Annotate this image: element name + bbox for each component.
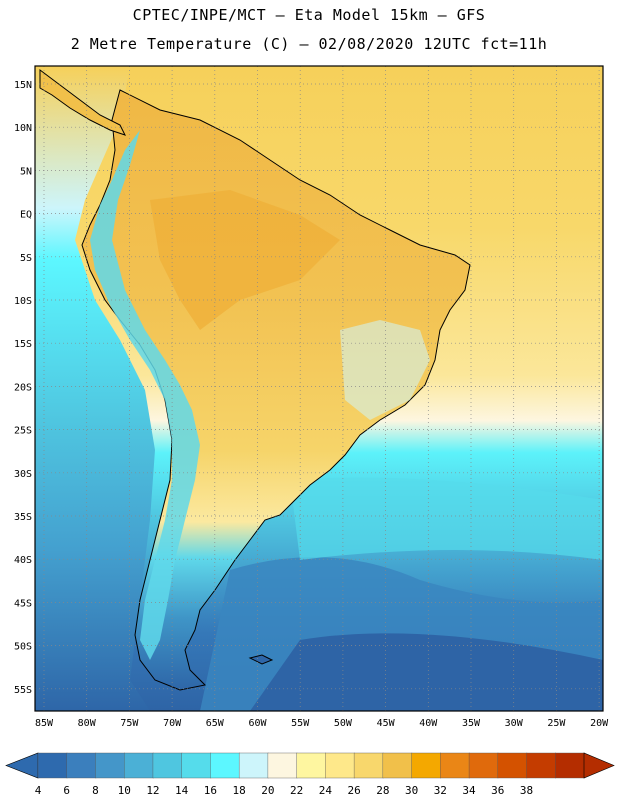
colorbar-label: 32: [434, 784, 447, 797]
lat-tick-label: 10S: [14, 296, 32, 307]
colorbar-label: 30: [405, 784, 418, 797]
longitude-labels: 85W 80W 75W 70W 65W 60W 55W 50W 45W 40W 35W 30W 25W 2…: [35, 718, 609, 729]
lat-tick-label: 50S: [14, 642, 32, 653]
colorbar-label: 20: [261, 784, 274, 797]
colorbar-swatch: [555, 752, 585, 779]
colorbar-swatch: [353, 752, 384, 779]
colorbar-swatch: [152, 752, 183, 779]
lat-tick-label: EQ: [20, 210, 32, 221]
lon-tick-label: 55W: [291, 718, 310, 729]
colorbar-swatch: [382, 752, 413, 779]
colorbar-swatch: [468, 752, 499, 779]
lon-tick-label: 75W: [120, 718, 139, 729]
colorbar-label: 34: [462, 784, 476, 797]
lon-tick-label: 70W: [163, 718, 182, 729]
colorbar-label: 8: [92, 784, 99, 797]
highlands-cool-patch: [340, 320, 430, 420]
lon-tick-label: 80W: [78, 718, 97, 729]
lon-tick-label: 20W: [590, 718, 609, 729]
colorbar-labels: 4 6 8 10 12 14 16 18 20 22 24 26 28 30 32 34 36 38: [35, 784, 533, 797]
colorbar-label: 38: [520, 784, 533, 797]
colorbar-label: 28: [376, 784, 389, 797]
lat-tick-label: 55S: [14, 685, 32, 696]
colorbar-swatch: [124, 752, 154, 779]
cool-water-band: [290, 477, 603, 560]
colorbar-swatch: [95, 752, 125, 779]
colorbar-swatch: [66, 752, 97, 779]
amazon-hot-zone: [150, 190, 340, 330]
map-frame: [34, 65, 604, 712]
colorbar-label: 18: [233, 784, 246, 797]
colorbar-swatch: [497, 752, 528, 779]
colorbar-swatch: [238, 752, 269, 779]
lat-tick-label: 15N: [14, 80, 32, 91]
title-line-1: CPTEC/INPE/MCT – Eta Model 15km – GFS: [132, 6, 486, 24]
colorbar: [5, 752, 615, 779]
lon-tick-label: 50W: [334, 718, 353, 729]
falkland-islands: [248, 654, 274, 665]
colorbar-label: 4: [35, 784, 42, 797]
colorbar-label: 26: [347, 784, 360, 797]
coldest-water-band: [250, 633, 603, 711]
andes-cool-strip: [90, 130, 200, 660]
central-america-landmass: [39, 69, 126, 136]
lat-tick-label: 5S: [20, 253, 32, 264]
pacific-ocean-field: [35, 66, 155, 711]
lat-tick-label: 40S: [14, 555, 32, 566]
colorbar-label: 36: [491, 784, 504, 797]
colorbar-label: 22: [290, 784, 303, 797]
lat-tick-label: 25S: [14, 426, 32, 437]
colorbar-swatch: [181, 752, 212, 779]
colorbar-label: 14: [175, 784, 189, 797]
lat-tick-label: 5N: [20, 166, 32, 177]
lon-tick-label: 45W: [377, 718, 396, 729]
colorbar-label: 12: [146, 784, 159, 797]
colorbar-label: 24: [319, 784, 333, 797]
lon-tick-label: 25W: [547, 718, 566, 729]
lat-tick-label: 30S: [14, 469, 32, 480]
colorbar-label: 6: [63, 784, 70, 797]
lat-tick-label: 45S: [14, 598, 32, 609]
colorbar-swatch: [210, 752, 240, 779]
latitude-labels: 15N 10N 5N EQ 5S 10S 15S 20S 25S 30S 35S 40S 45S 50S 5…: [14, 80, 32, 696]
colorbar-label: 16: [204, 784, 217, 797]
colorbar-label: 10: [118, 784, 131, 797]
colorbar-swatch: [526, 752, 556, 779]
lat-tick-label: 10N: [14, 123, 32, 134]
colorbar-swatch: [411, 752, 442, 779]
lon-tick-label: 35W: [462, 718, 481, 729]
colorbar-swatch: [267, 752, 298, 779]
title-line-2: 2 Metre Temperature (C) – 02/08/2020 12U…: [70, 35, 548, 53]
lon-tick-label: 60W: [248, 718, 267, 729]
lon-tick-label: 40W: [419, 718, 438, 729]
lon-tick-label: 30W: [505, 718, 524, 729]
lat-tick-label: 20S: [14, 382, 32, 393]
colorbar-swatch: [440, 752, 470, 779]
colorbar-right-arrow: [583, 752, 615, 779]
lon-tick-label: 65W: [206, 718, 225, 729]
colorbar-swatch: [325, 752, 355, 779]
colorbar-swatch: [296, 752, 327, 779]
colorbar-left-arrow: [5, 752, 39, 779]
graticule: [35, 66, 603, 711]
lon-tick-label: 85W: [35, 718, 54, 729]
colorbar-swatch: [37, 752, 68, 779]
lat-tick-label: 15S: [14, 339, 32, 350]
lat-tick-label: 35S: [14, 512, 32, 523]
